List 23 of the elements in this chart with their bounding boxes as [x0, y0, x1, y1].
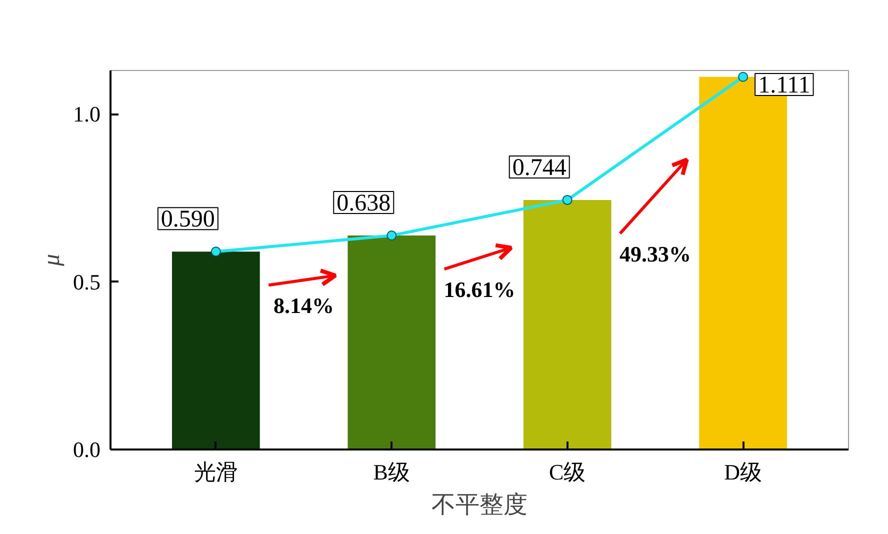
- x-tick-label: 光滑: [194, 460, 238, 484]
- point: [738, 72, 748, 82]
- bar: [348, 236, 436, 450]
- y-tick-label: 1.0: [73, 102, 100, 127]
- x-tick-label: B级: [373, 460, 410, 484]
- annotation: 49.33%: [619, 242, 691, 267]
- annotation: 16.61%: [444, 277, 516, 302]
- bar: [172, 252, 260, 450]
- x-axis-title: 不平整度: [432, 492, 528, 518]
- point: [386, 230, 397, 241]
- data-label: 0.744: [512, 154, 566, 181]
- y-axis-title: μ: [39, 254, 65, 268]
- y-tick-label: 0.0: [73, 437, 100, 462]
- y-tick-label: 0.5: [73, 269, 100, 294]
- bar: [523, 200, 612, 450]
- x-tick-label: C级: [549, 460, 586, 484]
- data-label: 0.638: [336, 190, 391, 217]
- point: [210, 246, 221, 257]
- annotation: 8.14%: [274, 293, 334, 318]
- point: [562, 194, 572, 205]
- x-tick-label: D级: [724, 460, 762, 484]
- data-label: 1.111: [758, 72, 810, 98]
- data-label: 0.590: [160, 206, 215, 233]
